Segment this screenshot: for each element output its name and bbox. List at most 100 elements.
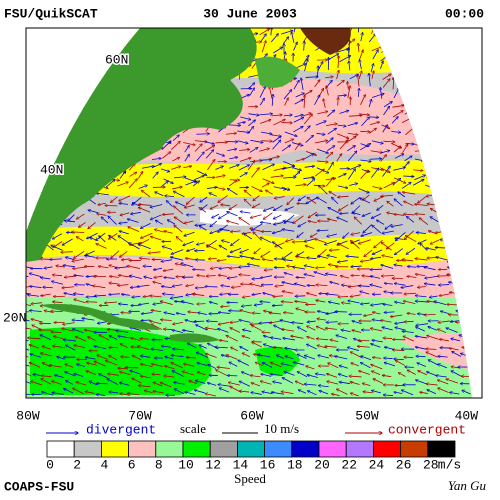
wind-arrow bbox=[29, 273, 42, 277]
wind-arrow bbox=[426, 114, 435, 118]
wind-arrow bbox=[118, 336, 130, 339]
wind-arrow bbox=[185, 320, 195, 323]
wind-arrow bbox=[339, 140, 348, 150]
wind-arrow bbox=[218, 329, 229, 333]
wind-arrow bbox=[360, 259, 372, 262]
wind-arrow bbox=[451, 232, 462, 241]
wind-arrow bbox=[72, 51, 73, 63]
wind-arrow bbox=[50, 133, 59, 134]
wind-arrow bbox=[398, 192, 406, 198]
colorbar-swatch bbox=[128, 440, 157, 458]
wind-arrow bbox=[415, 86, 427, 89]
wind-arrow bbox=[393, 77, 394, 90]
wind-arrow bbox=[40, 130, 52, 131]
wind-arrow bbox=[128, 179, 137, 189]
wind-arrow bbox=[317, 62, 323, 72]
wind-arrow bbox=[403, 176, 414, 177]
wind-arrow bbox=[426, 45, 427, 54]
wind-arrow bbox=[105, 42, 114, 45]
wind-arrow bbox=[40, 259, 51, 260]
wind-arrow bbox=[73, 71, 76, 81]
wind-arrow bbox=[209, 302, 219, 305]
colorbar-tick-label: 2 bbox=[73, 457, 81, 472]
wind-arrow bbox=[119, 222, 128, 223]
legend-divergent: divergent bbox=[86, 422, 156, 437]
wind-arrow bbox=[449, 115, 458, 120]
wind-arrow bbox=[77, 213, 85, 219]
wind-arrow bbox=[49, 52, 52, 62]
wind-arrow bbox=[402, 144, 407, 154]
wind-arrow bbox=[240, 347, 249, 352]
wind-arrow bbox=[26, 326, 32, 330]
wind-arrow bbox=[415, 274, 426, 277]
wind-arrow bbox=[195, 225, 206, 226]
wind-arrow bbox=[442, 223, 450, 229]
wind-arrow bbox=[439, 293, 450, 296]
wind-arrow bbox=[283, 221, 294, 223]
wind-arrow bbox=[327, 233, 337, 237]
wind-arrow bbox=[50, 58, 54, 69]
wind-arrow bbox=[304, 154, 314, 159]
wind-arrow bbox=[352, 213, 361, 215]
wind-arrow bbox=[461, 266, 470, 269]
wind-arrow bbox=[52, 74, 61, 82]
wind-arrow bbox=[377, 220, 385, 225]
wind-arrow bbox=[62, 238, 73, 245]
wind-arrow bbox=[414, 175, 425, 181]
wind-arrow bbox=[26, 197, 30, 207]
wind-arrow bbox=[28, 184, 37, 188]
wind-arrow bbox=[307, 258, 317, 259]
wind-arrow bbox=[395, 302, 405, 305]
wind-arrow bbox=[139, 244, 151, 250]
wind-arrow bbox=[392, 178, 401, 186]
wind-arrow bbox=[445, 84, 449, 96]
wind-arrow bbox=[317, 197, 328, 204]
wind-arrow bbox=[415, 336, 428, 339]
wind-arrow bbox=[79, 222, 86, 227]
wind-arrow bbox=[227, 149, 236, 152]
wind-arrow bbox=[115, 28, 118, 34]
wind-arrow bbox=[358, 75, 359, 87]
wind-arrow bbox=[435, 183, 443, 189]
wind-arrow bbox=[63, 322, 75, 325]
wind-arrow bbox=[96, 193, 109, 196]
wind-arrow bbox=[252, 203, 261, 208]
wind-arrow bbox=[350, 294, 361, 297]
wind-arrow bbox=[451, 339, 460, 342]
wind-arrow bbox=[425, 32, 437, 33]
wind-arrow bbox=[119, 304, 128, 305]
wind-arrow bbox=[395, 321, 406, 324]
wind-arrow bbox=[307, 293, 317, 297]
wind-arrow bbox=[259, 86, 266, 98]
wind-arrow bbox=[193, 175, 204, 181]
wind-arrow bbox=[64, 73, 73, 78]
wind-arrow bbox=[446, 328, 458, 333]
wind-arrow bbox=[347, 133, 358, 135]
wind-arrow bbox=[98, 49, 99, 60]
wind-arrow bbox=[360, 144, 370, 151]
wind-arrow bbox=[62, 47, 73, 54]
wind-arrow bbox=[51, 83, 64, 88]
wind-arrow bbox=[82, 59, 85, 71]
wind-arrow bbox=[458, 134, 468, 137]
wind-arrow bbox=[392, 105, 403, 108]
wind-arrow bbox=[371, 344, 381, 348]
wind-arrow bbox=[138, 204, 152, 205]
wind-arrow bbox=[144, 277, 153, 280]
wind-arrow bbox=[176, 313, 186, 316]
wind-arrow bbox=[463, 326, 472, 331]
wind-arrow bbox=[52, 123, 63, 127]
wind-arrow bbox=[239, 320, 251, 323]
wind-arrow bbox=[460, 168, 471, 170]
wind-arrow bbox=[151, 158, 161, 159]
wind-arrow bbox=[262, 259, 274, 262]
wind-arrow bbox=[383, 141, 394, 142]
wind-arrow bbox=[382, 230, 394, 233]
wind-arrow bbox=[161, 286, 173, 287]
wind-arrow bbox=[240, 116, 250, 120]
wind-arrow bbox=[281, 145, 290, 152]
wind-arrow bbox=[167, 220, 176, 225]
wind-arrow bbox=[29, 345, 40, 349]
wind-arrow bbox=[281, 302, 294, 303]
wind-arrow bbox=[111, 196, 118, 203]
